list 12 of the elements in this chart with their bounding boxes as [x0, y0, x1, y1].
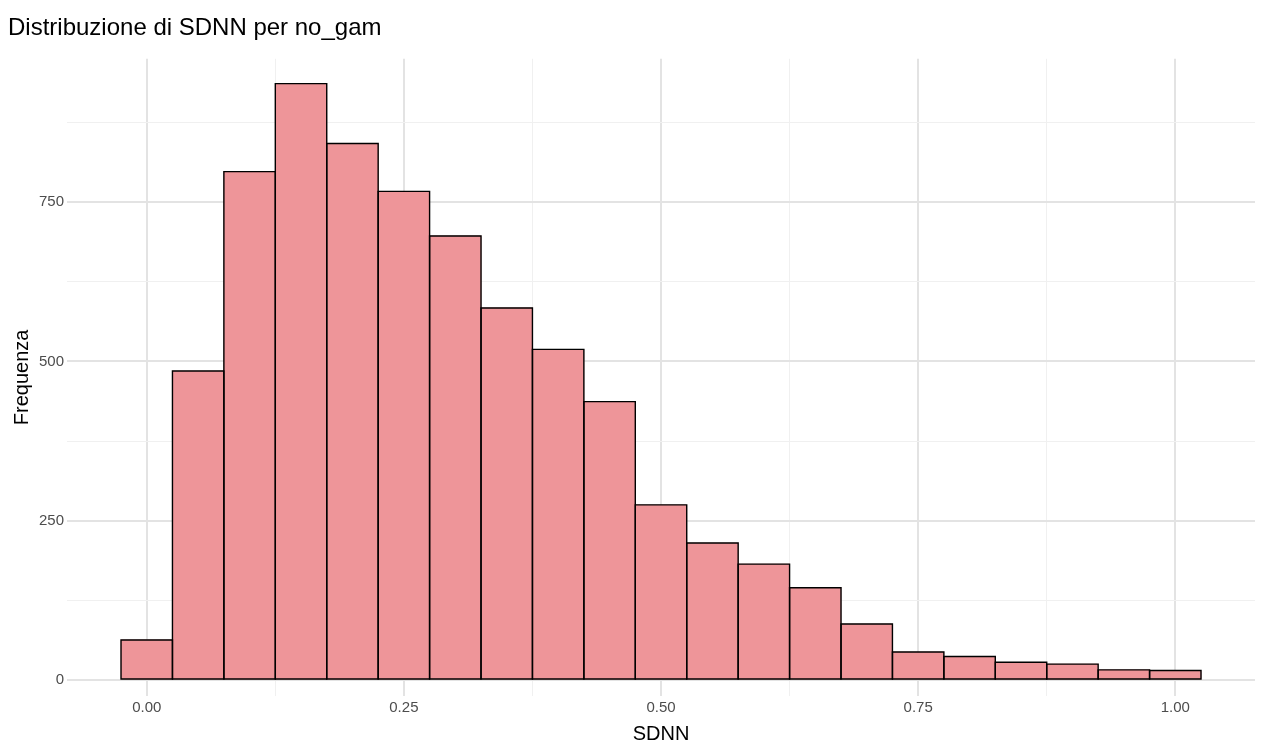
y-tick-label: 750 — [39, 192, 65, 210]
chart-title: Distribuzione di SDNN per no_gam — [8, 13, 382, 41]
x-axis-title: SDNN — [632, 721, 690, 744]
x-tick-label: 1.00 — [1160, 698, 1190, 716]
y-axis-title: Frequenza — [9, 328, 32, 426]
y-tick-label: 250 — [39, 510, 65, 528]
y-tick-label: 0 — [55, 670, 65, 688]
y-tick-label: 500 — [39, 351, 65, 369]
x-tick-label: 0.75 — [903, 698, 933, 716]
x-tick-label: 0.50 — [646, 698, 676, 716]
x-tick-label: 0.25 — [389, 698, 419, 716]
x-tick-label: 0.00 — [132, 698, 162, 716]
